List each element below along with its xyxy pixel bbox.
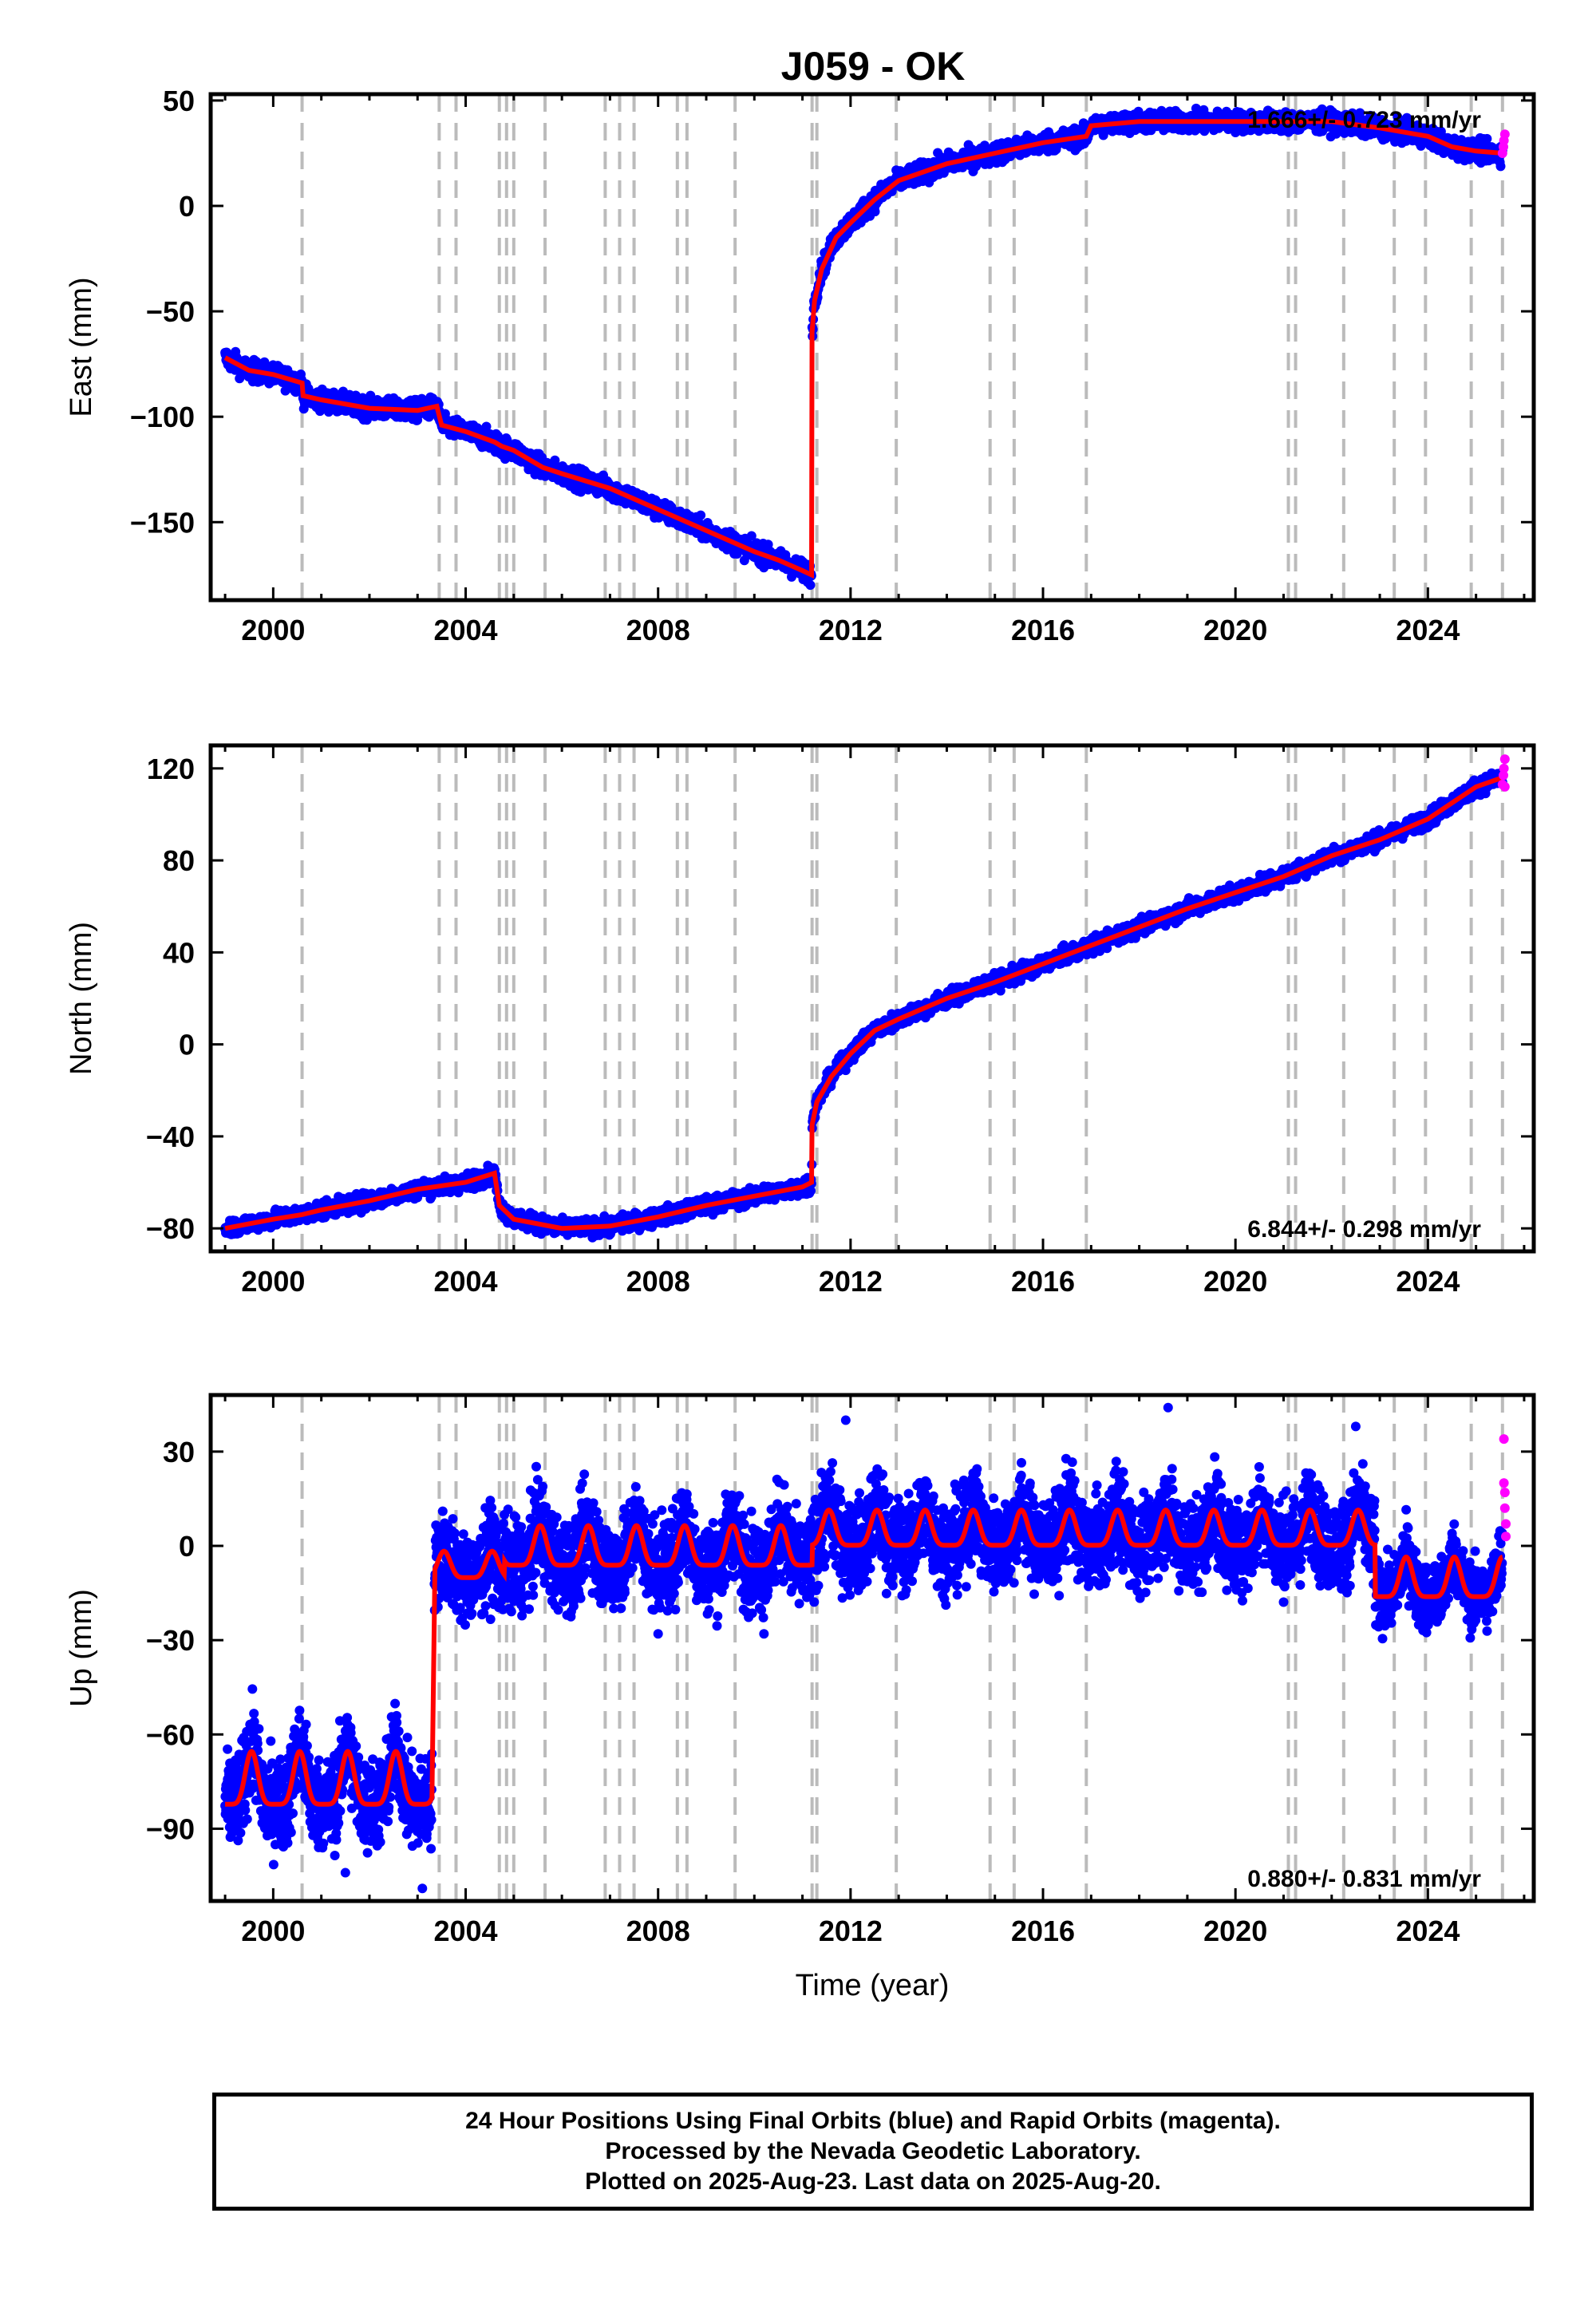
- x-tick-label: 2004: [433, 614, 497, 646]
- final-orbit-point: [696, 510, 706, 520]
- x-tick-label: 2024: [1396, 614, 1460, 646]
- final-orbit-point: [870, 207, 880, 217]
- y-axis-label: East (mm): [65, 277, 98, 417]
- plot-frame: [208, 92, 1536, 603]
- final-orbit-point: [746, 531, 757, 541]
- y-tick-label: −50: [146, 295, 195, 328]
- chart-title: J059 - OK: [781, 44, 966, 89]
- x-tick-label: 2016: [1011, 614, 1075, 646]
- final-orbit-point: [1495, 161, 1506, 172]
- final-orbit-point: [365, 390, 376, 401]
- y-tick-label: −100: [130, 401, 195, 433]
- velocity-rate-label: 1.666+/- 0.723 mm/yr: [1247, 107, 1481, 133]
- x-tick-label: 2000: [241, 614, 305, 646]
- north-panel: 2000 2004 2008 2012 2016 2020 202412080400−40−…: [65, 743, 1536, 1298]
- model-fit-line: [223, 119, 1503, 579]
- y-tick-label: 0: [179, 190, 195, 223]
- y-tick-label: 50: [163, 85, 195, 117]
- rapid-orbit-point: [1499, 129, 1510, 140]
- x-tick-label: 2008: [626, 614, 690, 646]
- final-orbit-points: [220, 768, 1507, 1243]
- final-orbit-point: [481, 421, 492, 432]
- final-orbit-point: [805, 580, 816, 591]
- x-tick-label: 2020: [1203, 614, 1267, 646]
- east-panel: 2000 2004 2008 2012 2016 2020 2024 50 0 −50 −100 −1…: [65, 85, 1536, 646]
- x-tick-label: 2012: [819, 614, 883, 646]
- y-tick-label: −150: [130, 506, 195, 539]
- final-orbit-points: [220, 103, 1507, 591]
